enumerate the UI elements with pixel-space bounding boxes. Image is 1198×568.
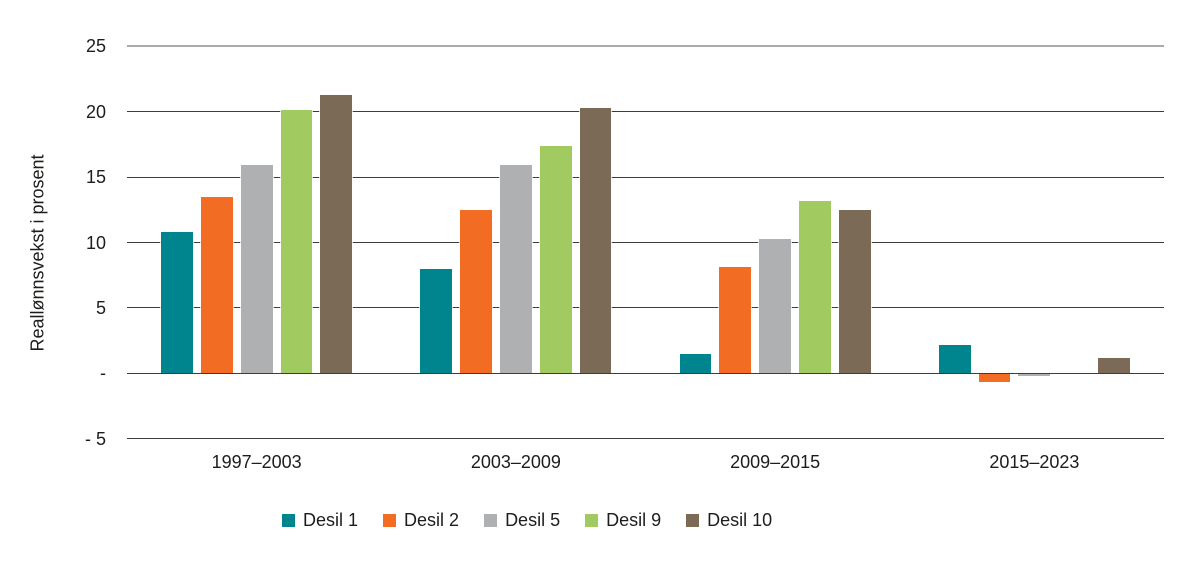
bar-desil-9-1997-2003 [280,110,313,374]
legend-swatch [383,514,397,527]
bar-desil-1-2009-2015 [679,353,712,374]
gridline-10 [127,242,1164,243]
legend-item-desil-1: Desil 1 [282,510,358,531]
gridline-0 [127,372,1164,374]
legend-label: Desil 10 [707,510,773,530]
legend-label: Desil 5 [505,510,561,530]
y-tick-label: 25 [85,36,106,57]
x-category-label: 2003–2009 [470,452,561,472]
bar-desil-10-1997-2003 [320,94,353,374]
legend-swatch [484,514,498,527]
bar-desil-1-2015-2023 [938,344,971,374]
bar-desil-5-2009-2015 [759,238,792,374]
x-category-label: 1997–2003 [211,452,302,472]
legend-label: Desil 1 [303,510,359,530]
x-category-label: 2015–2023 [989,452,1080,472]
y-tick-label: 10 [85,232,106,253]
legend-item-desil-10: Desil 10 [686,510,772,531]
bar-desil-2-2009-2015 [719,267,752,374]
legend-item-desil-2: Desil 2 [383,510,459,531]
bar-desil-1-1997-2003 [161,232,193,374]
bar-desil-5-2003-2009 [499,165,532,374]
y-tick-label: - 5 [84,428,106,449]
bar-desil-9-2009-2015 [799,200,831,374]
legend-swatch [686,514,700,527]
bar-desil-5-1997-2003 [240,165,273,374]
x-category-label: 2009–2015 [730,452,821,472]
legend-label: Desil 9 [606,510,662,530]
legend-swatch [282,514,295,527]
y-tick-label: - [100,363,106,384]
bar-desil-10-2009-2015 [838,209,871,374]
legend-label: Desil 2 [404,510,460,530]
legend-swatch [585,514,599,527]
bar-desil-9-2003-2009 [539,145,572,374]
gridline--5 [127,438,1164,440]
legend-item-desil-9: Desil 9 [585,510,661,531]
y-tick-label: 15 [85,167,106,188]
y-tick-label: 20 [85,101,106,122]
bar-desil-5-2015-2023 [1018,373,1051,377]
bar-desil-1-2003-2009 [420,268,453,374]
gridline-15 [127,176,1164,178]
y-tick-label: 5 [95,297,106,318]
bar-desil-2-2015-2023 [978,373,1011,382]
bar-desil-2-1997-2003 [200,196,233,374]
gridline-25 [127,45,1164,48]
legend-item-desil-5: Desil 5 [484,510,560,531]
bar-desil-2-2003-2009 [460,209,492,374]
bar-desil-10-2003-2009 [579,107,612,374]
gridline-5 [127,307,1164,309]
gridline-20 [127,111,1164,113]
bar-desil-10-2015-2023 [1098,357,1130,374]
legend: Desil 1 Desil 2 Desil 5 Desil 9 Desil 10 [282,510,772,531]
